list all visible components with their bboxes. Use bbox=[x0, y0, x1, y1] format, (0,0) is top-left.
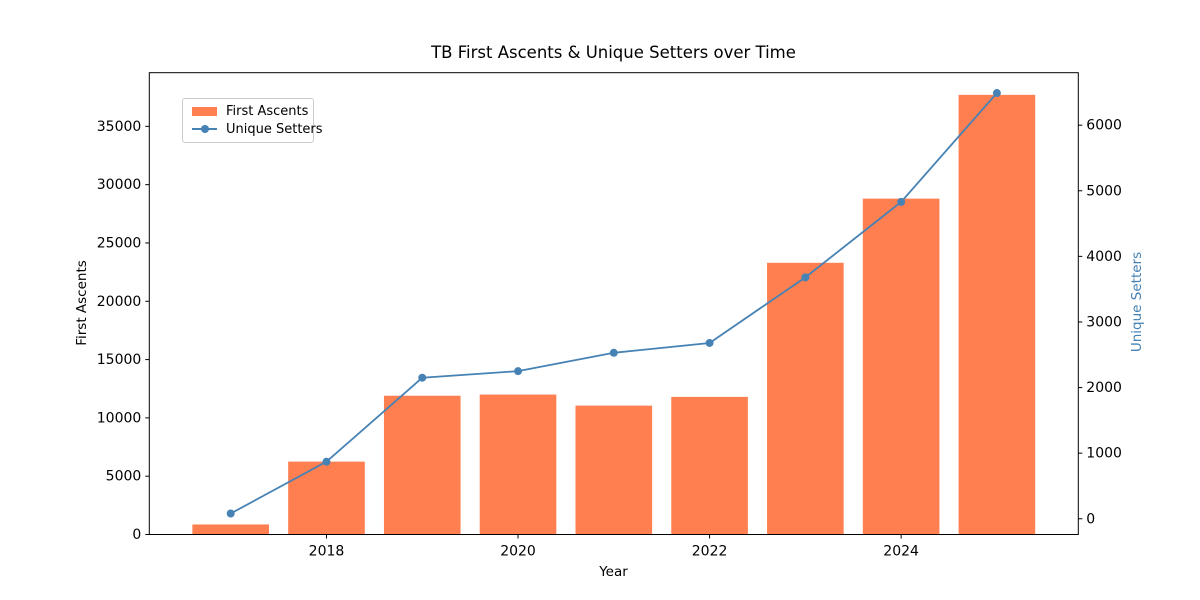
legend: First Ascents Unique Setters bbox=[182, 98, 323, 143]
bar-2017 bbox=[192, 524, 270, 535]
left-tick-label-15000: 15000 bbox=[97, 352, 142, 368]
left-tick-label-0: 0 bbox=[132, 527, 141, 543]
bar-2021 bbox=[575, 405, 653, 535]
marker-2024 bbox=[897, 197, 906, 206]
legend-marker-dot-icon bbox=[200, 125, 209, 134]
right-tick-label-0: 0 bbox=[1086, 511, 1095, 527]
legend-item-first-ascents: First Ascents bbox=[192, 104, 308, 119]
marker-2017 bbox=[226, 509, 235, 518]
bar-2025 bbox=[958, 94, 1036, 535]
bar-2020 bbox=[479, 394, 557, 535]
right-tick-label-4000: 4000 bbox=[1086, 249, 1122, 265]
x-tick-label-2022: 2022 bbox=[692, 544, 728, 560]
x-tick-label-2020: 2020 bbox=[500, 544, 536, 560]
left-tick-label-20000: 20000 bbox=[97, 294, 142, 310]
left-tick-label-5000: 5000 bbox=[106, 469, 142, 485]
right-axis-label: Unique Setters bbox=[1129, 251, 1145, 353]
left-tick-label-30000: 30000 bbox=[97, 177, 142, 193]
right-tick-label-2000: 2000 bbox=[1086, 380, 1122, 396]
marker-2025 bbox=[992, 89, 1001, 98]
x-axis-label: Year bbox=[599, 564, 628, 580]
plot-border bbox=[148, 72, 1079, 535]
left-tick-label-25000: 25000 bbox=[97, 235, 142, 251]
right-tick-label-1000: 1000 bbox=[1086, 446, 1122, 462]
left-tick-label-10000: 10000 bbox=[97, 410, 142, 426]
legend-item-unique-setters: Unique Setters bbox=[192, 122, 323, 137]
marker-2023 bbox=[801, 273, 810, 282]
marker-2021 bbox=[609, 348, 618, 357]
legend-line-swatch-icon bbox=[192, 125, 217, 134]
marker-2020 bbox=[514, 367, 523, 376]
x-tick-label-2018: 2018 bbox=[309, 544, 345, 560]
left-axis-label: First Ascents bbox=[74, 260, 90, 346]
right-tick-label-6000: 6000 bbox=[1086, 118, 1122, 134]
bar-2024 bbox=[862, 198, 940, 535]
marker-2018 bbox=[322, 457, 331, 466]
x-tick-label-2024: 2024 bbox=[883, 544, 919, 560]
right-tick-label-3000: 3000 bbox=[1086, 314, 1122, 330]
right-tick-label-5000: 5000 bbox=[1086, 183, 1122, 199]
legend-label-unique-setters: Unique Setters bbox=[226, 121, 323, 137]
legend-label-first-ascents: First Ascents bbox=[226, 104, 309, 120]
bar-2019 bbox=[383, 395, 461, 535]
bar-2018 bbox=[288, 461, 365, 535]
left-tick-label-35000: 35000 bbox=[97, 119, 142, 135]
marker-2022 bbox=[705, 338, 714, 347]
bar-2023 bbox=[767, 262, 844, 535]
bar-2022 bbox=[671, 396, 748, 535]
legend-bar-swatch-icon bbox=[192, 107, 217, 117]
marker-2019 bbox=[418, 373, 427, 382]
chart-title: TB First Ascents & Unique Setters over T… bbox=[431, 43, 796, 62]
